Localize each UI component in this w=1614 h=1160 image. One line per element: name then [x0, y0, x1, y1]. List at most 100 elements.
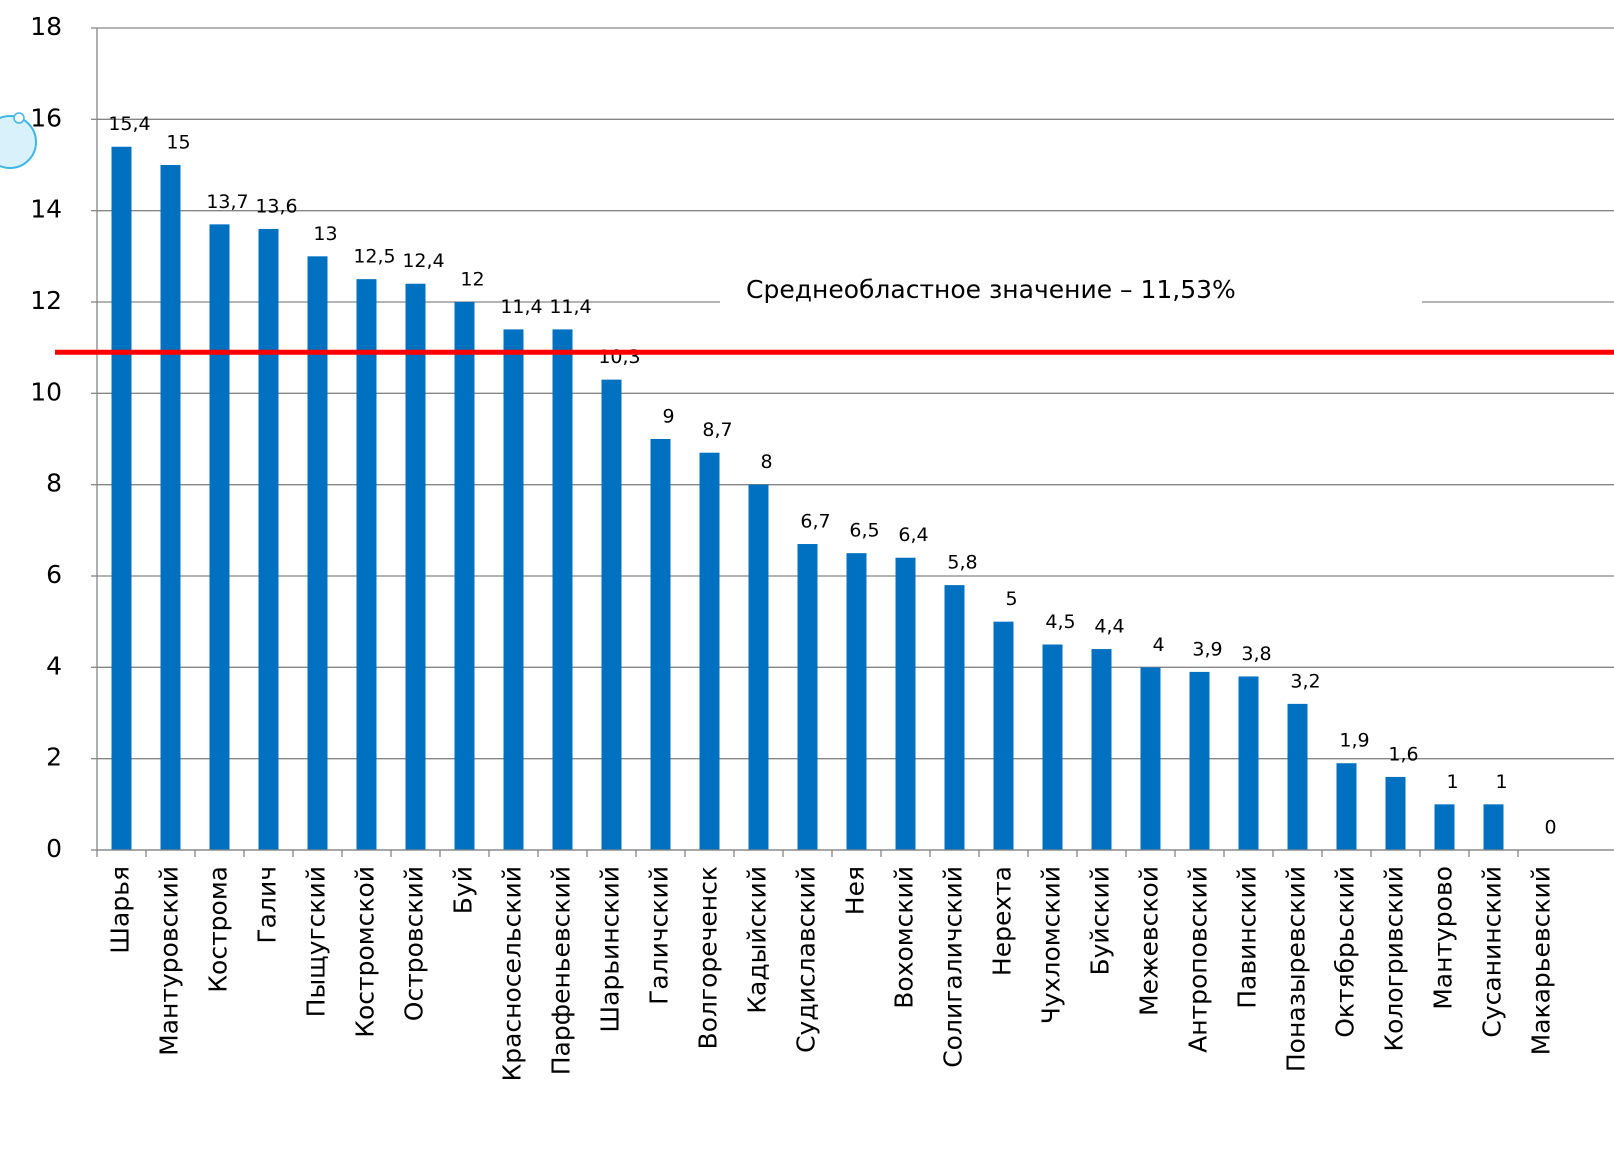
value-label: 9 — [662, 406, 674, 428]
x-tick-label: Межевской — [1135, 866, 1164, 1016]
x-tick-label: Нерехта — [988, 866, 1017, 976]
value-label: 13,7 — [206, 191, 248, 213]
value-label: 8,7 — [702, 419, 732, 441]
bar — [1238, 676, 1259, 850]
y-tick-label: 10 — [30, 377, 62, 406]
value-label: 12,4 — [402, 250, 444, 272]
bar — [944, 585, 965, 850]
value-label: 3,9 — [1192, 638, 1222, 660]
x-tick-label: Павинский — [1233, 866, 1262, 1009]
bar — [1483, 804, 1504, 850]
x-tick-label: Нея — [841, 866, 870, 915]
value-label: 15,4 — [108, 113, 150, 135]
value-label: 1,9 — [1339, 730, 1369, 752]
bar — [503, 329, 524, 850]
bar — [601, 379, 622, 850]
value-label: 15 — [166, 132, 190, 154]
bar — [454, 302, 475, 850]
bar — [748, 484, 769, 850]
bar — [160, 165, 181, 850]
bar — [209, 224, 230, 850]
x-tick-label: Красносельский — [498, 866, 527, 1082]
bar — [1434, 804, 1455, 850]
x-tick-label: Шарьинский — [596, 866, 625, 1033]
bar — [797, 544, 818, 850]
bar — [1140, 667, 1161, 850]
value-label: 13 — [313, 223, 337, 245]
value-label: 4,5 — [1045, 611, 1075, 633]
bar — [1336, 763, 1357, 850]
bar — [552, 329, 573, 850]
x-tick-label: Мантуровский — [155, 866, 184, 1056]
y-tick-label: 18 — [30, 12, 62, 41]
value-label: 4,4 — [1094, 616, 1124, 638]
x-tick-label: Буйский — [1086, 866, 1115, 976]
bar — [405, 283, 426, 850]
bar — [1385, 776, 1406, 850]
bar — [699, 452, 720, 850]
x-tick-label: Волгореченск — [694, 866, 723, 1049]
bar — [846, 553, 867, 850]
x-tick-label: Мантурово — [1429, 866, 1458, 1010]
x-tick-label: Галичский — [645, 866, 674, 1005]
annotation-backdrop — [720, 268, 1422, 312]
bar — [258, 228, 279, 850]
x-tick-label: Парфеньевский — [547, 866, 576, 1075]
x-tick-label: Галич — [253, 866, 282, 944]
bar — [993, 621, 1014, 850]
x-tick-label: Антроповский — [1184, 866, 1213, 1053]
value-label: 11,4 — [500, 296, 542, 318]
bar — [1287, 703, 1308, 850]
y-tick-label: 6 — [46, 560, 62, 589]
value-label: 5 — [1005, 588, 1017, 610]
value-label: 5,8 — [947, 552, 977, 574]
value-label: 4 — [1152, 634, 1164, 656]
bar — [111, 146, 132, 850]
value-label: 1 — [1446, 771, 1458, 793]
x-tick-label: Поназыревский — [1282, 866, 1311, 1072]
value-label: 10,3 — [598, 346, 640, 368]
x-tick-label: Солигаличский — [939, 866, 968, 1068]
x-tick-label: Островский — [400, 866, 429, 1021]
value-label: 12,5 — [353, 246, 395, 268]
value-label: 13,6 — [255, 195, 297, 217]
value-label: 12 — [460, 269, 484, 291]
y-tick-label: 12 — [30, 286, 62, 315]
bar — [307, 256, 328, 850]
y-tick-label: 8 — [46, 469, 62, 498]
value-label: 3,8 — [1241, 643, 1271, 665]
x-tick-label: Судиславский — [792, 866, 821, 1053]
x-tick-label: Вохомский — [890, 866, 919, 1009]
x-tick-label: Сусанинский — [1478, 866, 1507, 1038]
annotation: Среднеобластное значение – 11,53% — [746, 275, 1236, 304]
x-tick-label: Костромской — [351, 866, 380, 1038]
decoration — [13, 112, 25, 124]
y-tick-label: 2 — [46, 743, 62, 772]
value-label: 6,4 — [898, 524, 928, 546]
y-tick-label: 14 — [30, 195, 62, 224]
value-label: 3,2 — [1290, 670, 1320, 692]
x-tick-label: Чухломский — [1037, 866, 1066, 1024]
value-label: 11,4 — [549, 296, 591, 318]
x-tick-label: Шарья — [106, 866, 135, 954]
value-label: 6,7 — [800, 511, 830, 533]
x-tick-label: Октябрьский — [1331, 866, 1360, 1038]
bar — [1189, 671, 1210, 850]
x-tick-label: Кадыйский — [743, 866, 772, 1014]
bar — [1091, 649, 1112, 850]
y-tick-label: 0 — [46, 834, 62, 863]
x-tick-label: Буй — [449, 866, 478, 914]
decoration — [0, 115, 37, 169]
x-tick-label: Макарьевский — [1527, 866, 1556, 1055]
bar — [895, 557, 916, 850]
value-label: 1 — [1495, 771, 1507, 793]
value-label: 6,5 — [849, 520, 879, 542]
value-label: 1,6 — [1388, 743, 1418, 765]
x-tick-label: Пыщугский — [302, 866, 331, 1017]
y-tick-label: 16 — [30, 103, 62, 132]
value-label: 8 — [760, 451, 772, 473]
y-tick-label: 4 — [46, 651, 62, 680]
bar — [1042, 644, 1063, 850]
x-tick-label: Кострома — [204, 866, 233, 993]
